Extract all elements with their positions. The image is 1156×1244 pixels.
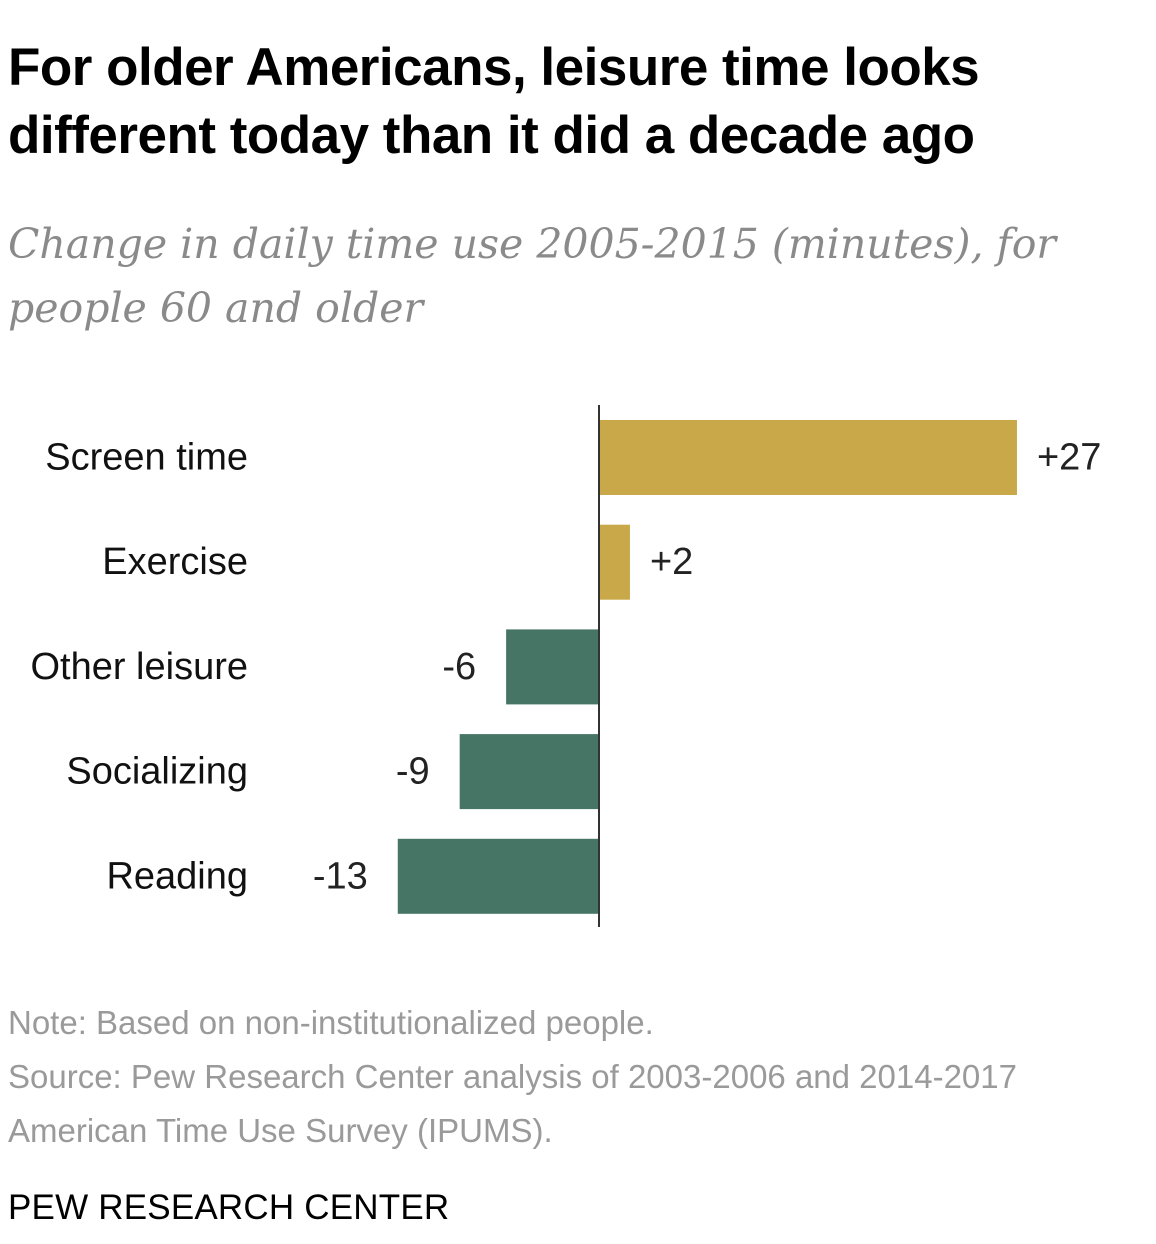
value-label-reading: -13 <box>313 855 368 897</box>
chart-note: Note: Based on non-institutionalized peo… <box>8 1004 654 1041</box>
value-label-exercise: +2 <box>650 541 693 583</box>
bars-layer <box>397 420 1017 914</box>
bar-socializing <box>459 734 599 810</box>
bar-exercise <box>599 524 630 600</box>
category-label-other-leisure: Other leisure <box>30 646 248 688</box>
category-label-socializing: Socializing <box>66 751 248 793</box>
brand-wordmark: PEW RESEARCH CENTER <box>8 1188 450 1227</box>
chart-footer: Note: Based on non-institutionalized peo… <box>8 996 1148 1158</box>
bar-chart: Screen time +27 Exercise +2 Other leisure -6 S… <box>30 405 1101 927</box>
category-label-exercise: Exercise <box>102 541 248 583</box>
category-label-reading: Reading <box>106 855 248 897</box>
bar-reading <box>397 838 599 914</box>
labels-layer: Screen time +27 Exercise +2 Other leisure -6 S… <box>30 437 1101 898</box>
value-label-screen-time: +27 <box>1037 437 1101 479</box>
value-label-other-leisure: -6 <box>442 646 476 688</box>
category-label-screen-time: Screen time <box>45 437 248 479</box>
chart-source: Source: Pew Research Center analysis of … <box>8 1058 1017 1149</box>
value-label-socializing: -9 <box>396 751 430 793</box>
chart-title: For older Americans, leisure time looks … <box>8 38 980 165</box>
bar-screen-time <box>599 420 1017 495</box>
bar-other-leisure <box>506 629 599 705</box>
chart-subtitle: Change in daily time use 2005-2015 (minu… <box>8 220 1057 332</box>
